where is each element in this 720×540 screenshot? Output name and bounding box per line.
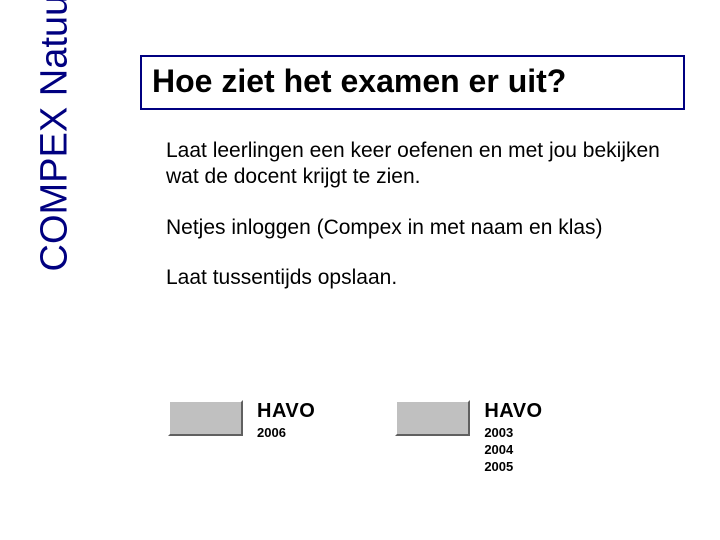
- title-box: Hoe ziet het examen er uit?: [140, 55, 685, 110]
- havo-labels-2: HAVO 2003 2004 2005: [484, 400, 542, 474]
- buttons-row: HAVO 2006 HAVO 2003 2004 2005: [168, 400, 688, 474]
- main-content: Hoe ziet het examen er uit? Laat leerlin…: [140, 55, 685, 315]
- havo-year-2-1: 2004: [484, 442, 542, 457]
- havo-year-1-0: 2006: [257, 425, 315, 440]
- paragraph-1: Laat leerlingen een keer oefenen en met …: [166, 138, 665, 191]
- sidebar-title: COMPEX Natuurkunde: [34, 0, 77, 272]
- havo-label-1: HAVO: [257, 400, 315, 423]
- slide-title: Hoe ziet het examen er uit?: [152, 63, 673, 100]
- havo-year-2-0: 2003: [484, 425, 542, 440]
- paragraph-2: Netjes inloggen (Compex in met naam en k…: [166, 215, 665, 241]
- havo-button-1[interactable]: [168, 400, 243, 436]
- havo-year-2-2: 2005: [484, 459, 542, 474]
- havo-label-2: HAVO: [484, 400, 542, 423]
- havo-item-1: HAVO 2006: [168, 400, 315, 474]
- havo-labels-1: HAVO 2006: [257, 400, 315, 440]
- havo-button-2[interactable]: [395, 400, 470, 436]
- havo-item-2: HAVO 2003 2004 2005: [395, 400, 542, 474]
- paragraph-3: Laat tussentijds opslaan.: [166, 265, 665, 291]
